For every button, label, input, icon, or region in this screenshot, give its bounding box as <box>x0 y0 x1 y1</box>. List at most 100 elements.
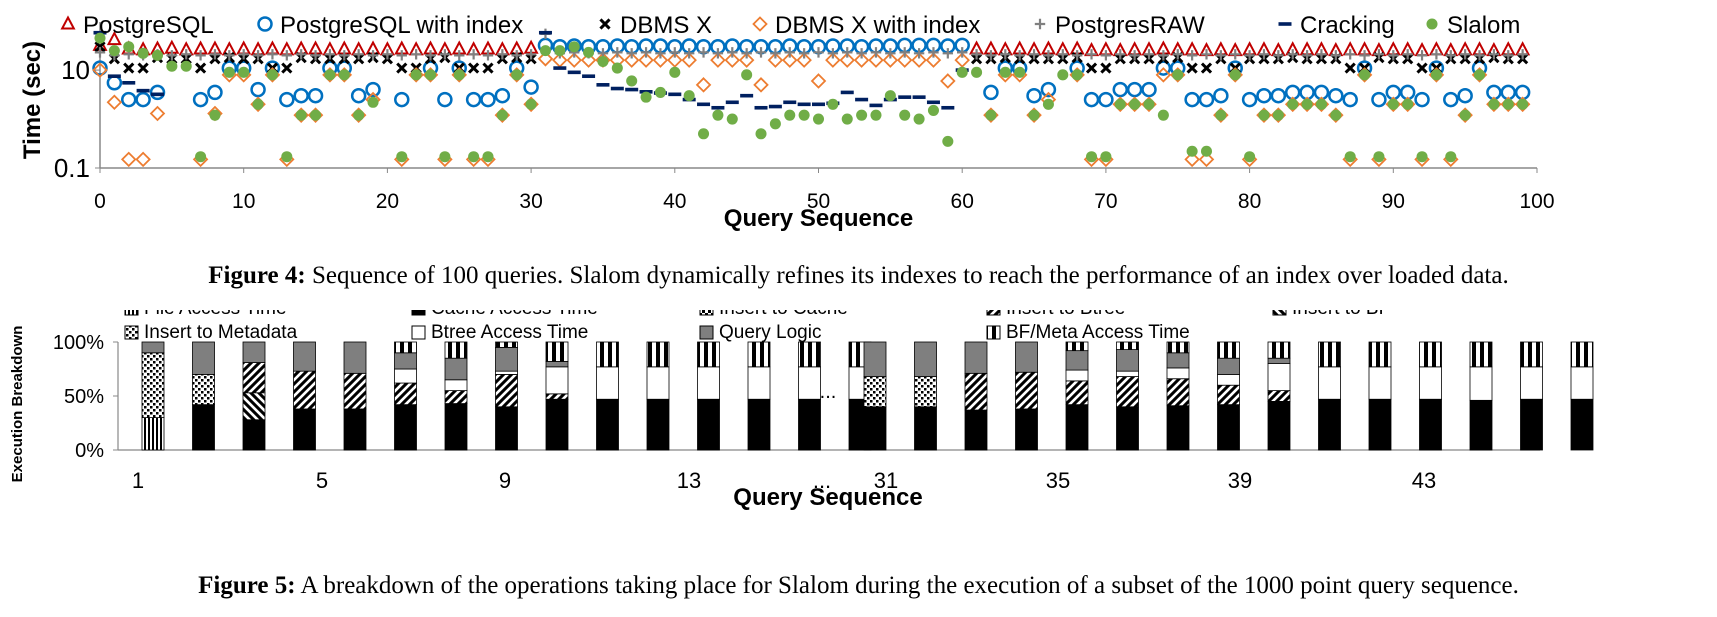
data-point <box>1172 49 1183 60</box>
bar-segment-bf-meta-access-time <box>1166 341 1190 354</box>
bar-segment-btree-access-time <box>697 366 720 400</box>
data-point <box>911 52 927 68</box>
data-point <box>596 83 610 87</box>
data-point <box>523 79 539 95</box>
data-point <box>1198 91 1215 108</box>
data-point <box>1042 98 1054 110</box>
data-point <box>1414 91 1430 108</box>
data-point <box>652 52 669 68</box>
bar-segment-cache-access-time <box>1469 399 1493 451</box>
data-point <box>166 50 178 61</box>
x-axis-title: Query Sequence <box>724 205 913 232</box>
data-point <box>367 96 379 108</box>
x-tick-label: 43 <box>1412 468 1436 493</box>
data-point <box>135 91 151 108</box>
data-point <box>582 74 596 79</box>
data-point <box>783 100 797 105</box>
legend-item: Btree Access Time <box>411 322 588 343</box>
y-tick-label: 0% <box>75 440 104 462</box>
data-point <box>941 105 955 110</box>
data-point <box>1186 145 1198 157</box>
data-point <box>583 46 595 58</box>
data-point <box>307 87 324 104</box>
data-point <box>1230 49 1241 60</box>
data-point <box>724 52 741 68</box>
data-point <box>195 50 206 61</box>
bar-segment-cache-access-time <box>343 408 367 451</box>
data-point <box>812 102 825 107</box>
data-point <box>726 113 738 125</box>
data-point <box>741 69 753 81</box>
bar-36 <box>1116 341 1139 451</box>
legend-marker <box>60 15 76 30</box>
data-point <box>365 81 381 98</box>
data-point <box>122 81 136 85</box>
data-point <box>192 91 209 108</box>
data-point <box>494 87 511 104</box>
data-point <box>1502 98 1514 110</box>
data-point <box>755 128 767 140</box>
data-point <box>1244 151 1256 163</box>
legend-item: DBMS X with index <box>752 12 980 39</box>
data-point <box>1141 81 1157 98</box>
data-point <box>853 52 870 68</box>
bar-segment-bf-meta-access-time <box>1520 341 1543 368</box>
y-axis-title: Time (sec) <box>19 41 46 159</box>
data-point <box>1301 50 1313 61</box>
data-point <box>913 113 925 125</box>
data-point <box>985 109 997 121</box>
bar-segment-insert-to-btree <box>964 372 988 411</box>
data-point <box>712 109 724 121</box>
data-point <box>640 47 652 58</box>
data-point <box>827 48 839 59</box>
data-point <box>755 47 767 58</box>
bar-segment-bf-meta-access-time <box>394 341 417 354</box>
data-point <box>840 90 854 95</box>
data-point <box>626 75 638 87</box>
bar-segment-cache-access-time <box>1267 401 1291 451</box>
data-point <box>439 49 451 60</box>
data-point <box>295 49 307 60</box>
bar-segment-cache-access-time <box>394 404 417 451</box>
data-point <box>1040 81 1057 98</box>
bar-13 <box>747 341 771 451</box>
x-tick-label: 5 <box>316 468 328 493</box>
data-point <box>781 52 798 68</box>
data-point <box>1186 50 1198 61</box>
data-point <box>94 41 106 53</box>
figure5-caption-label: Figure 5: <box>198 572 296 599</box>
data-point <box>295 109 307 121</box>
bar-segment-bf-meta-access-time <box>1368 341 1392 368</box>
data-point <box>137 47 149 59</box>
legend-label: PostgreSQL with index <box>280 12 523 39</box>
data-point <box>1200 62 1213 74</box>
bar-segment-cache-access-time <box>444 403 468 451</box>
data-point <box>770 48 781 59</box>
data-point <box>453 69 465 81</box>
data-point <box>798 109 810 121</box>
data-point <box>956 66 968 78</box>
data-point <box>597 55 609 67</box>
bar-6 <box>394 341 417 451</box>
data-point <box>1028 109 1040 121</box>
gap-marker: ... <box>820 381 837 403</box>
legend-label: DBMS X <box>620 12 712 39</box>
bar-segment-btree-access-time <box>1469 366 1493 401</box>
data-point <box>640 91 652 103</box>
data-point <box>928 47 939 58</box>
legend-item: PostgresRAW <box>1034 12 1205 39</box>
legend-item: Insert to Btree <box>986 310 1125 319</box>
bar-segment-query-logic <box>1217 357 1240 375</box>
legend-item: Slalom <box>1426 12 1520 39</box>
bar-segment-cache-access-time <box>1419 398 1442 451</box>
legend-label: Insert to Metadata <box>144 322 298 343</box>
bar-segment-bf-meta-access-time <box>596 341 619 368</box>
data-point <box>681 52 697 68</box>
data-point <box>1158 50 1169 61</box>
bar-segment-btree-access-time <box>1520 366 1543 400</box>
data-point <box>482 62 494 74</box>
bar-segment-btree-access-time <box>1419 366 1442 400</box>
bar-segment-bf-meta-access-time <box>1267 341 1291 359</box>
data-point <box>149 84 166 101</box>
